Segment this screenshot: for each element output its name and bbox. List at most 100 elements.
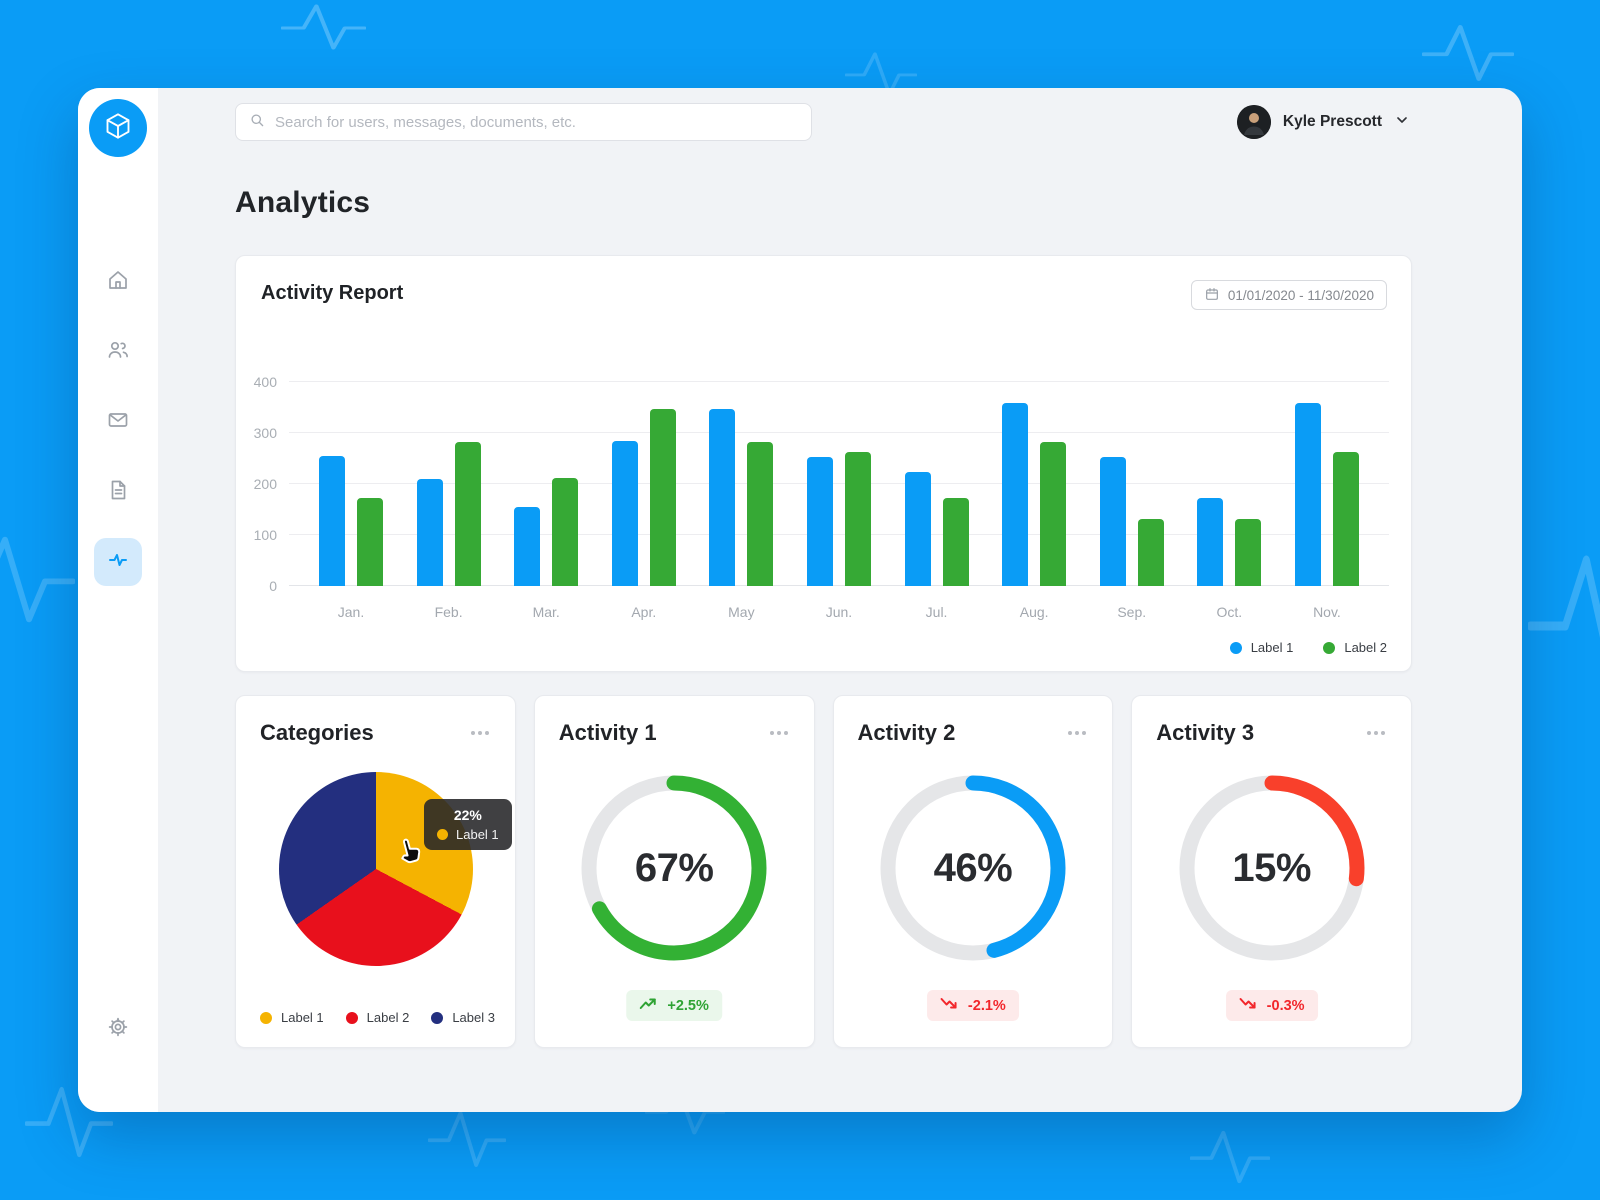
x-axis-label: Jul.	[925, 604, 948, 620]
sidebar-item-documents[interactable]	[83, 457, 153, 527]
app-window: Kyle Prescott Analytics Activity Report …	[78, 88, 1522, 1112]
legend-item: Label 1	[260, 1010, 324, 1025]
bar-group: Jul.	[904, 382, 969, 620]
user-menu[interactable]: Kyle Prescott	[1236, 101, 1410, 143]
bar-label-1	[514, 506, 541, 586]
gridline	[289, 585, 1389, 586]
date-range-value: 01/01/2020 - 11/30/2020	[1227, 287, 1374, 303]
categories-card: Categories 22% Label 1	[235, 695, 516, 1048]
bar-label-1	[904, 471, 931, 586]
bar-label-1	[611, 440, 638, 586]
activity-3-title: Activity 3	[1156, 720, 1255, 745]
x-axis-label: Oct.	[1216, 604, 1243, 620]
bar-label-1	[416, 478, 443, 586]
ellipsis-menu-icon[interactable]	[1367, 727, 1387, 739]
x-axis-label: Aug.	[1019, 604, 1049, 620]
bar-label-2	[1332, 451, 1359, 586]
activity-1-card: Activity 1 67% +2.5%	[533, 695, 815, 1048]
ellipsis-menu-icon[interactable]	[769, 727, 790, 739]
gridline	[289, 381, 1389, 382]
trend-down-icon	[1239, 995, 1258, 1016]
y-axis-tick: 100	[253, 527, 277, 543]
x-axis-label: May	[728, 604, 755, 620]
bar-label-2	[1137, 518, 1164, 586]
pie-legend: Label 1 Label 2 Label 3	[260, 1010, 499, 1025]
bar-label-2	[844, 452, 871, 586]
trend-down-icon	[940, 995, 959, 1016]
sidebar-item-users[interactable]	[83, 317, 153, 387]
bar-label-2	[942, 498, 969, 586]
x-axis-label: Jun.	[825, 604, 853, 620]
activity-2-card: Activity 2 46% -2.1%	[832, 695, 1114, 1048]
main-content: Kyle Prescott Analytics Activity Report …	[158, 88, 1522, 1112]
avatar	[1236, 105, 1271, 139]
bar-groups: Jan. Feb. Mar. Apr. May Jun. Jul. Aug. Sep. Oct. N…	[289, 382, 1389, 620]
ellipsis-menu-icon[interactable]	[1068, 727, 1088, 739]
hand-cursor-icon	[396, 836, 426, 873]
sidebar-item-analytics[interactable]	[83, 527, 153, 597]
x-axis-label: Nov.	[1313, 604, 1341, 620]
activity-report-title: Activity Report	[261, 282, 404, 304]
bar-label-1	[1197, 498, 1224, 586]
pulse-pattern-icon	[0, 536, 75, 623]
y-axis-tick: 300	[253, 425, 277, 441]
bar-group: Oct.	[1197, 382, 1262, 620]
sidebar-item-home[interactable]	[83, 247, 153, 317]
bar-label-1	[1294, 403, 1321, 586]
bar-group: Jun.	[806, 382, 871, 620]
bar-label-1	[1099, 456, 1126, 586]
x-axis-label: Jan.	[337, 604, 365, 620]
bar-label-1	[1002, 403, 1029, 586]
donut-percent: 67%	[634, 845, 714, 890]
bar-label-2	[649, 408, 676, 586]
date-range-picker[interactable]: 01/01/2020 - 11/30/2020	[1190, 280, 1387, 310]
bar-chart-legend: Label 1 Label 2	[1229, 640, 1387, 655]
activity-3-card: Activity 3 15% -0.3%	[1131, 695, 1412, 1048]
y-axis-tick: 400	[253, 374, 277, 390]
pie-tooltip: 22% Label 1	[424, 799, 512, 850]
activity-2-title: Activity 2	[857, 720, 956, 745]
x-axis-label: Sep.	[1117, 604, 1147, 620]
pie-tooltip-value: 22%	[453, 807, 482, 823]
sidebar-item-settings[interactable]	[83, 994, 153, 1064]
bar-label-2	[454, 441, 481, 586]
search-input[interactable]	[275, 113, 799, 131]
donut-gauge: 46%	[873, 768, 1073, 968]
bar-label-2	[1040, 441, 1067, 586]
trend-badge: +2.5%	[626, 990, 722, 1021]
trend-badge: -2.1%	[926, 990, 1019, 1021]
pulse-pattern-icon	[1422, 25, 1514, 81]
mail-icon	[106, 408, 130, 437]
bar-group: Mar.	[514, 382, 579, 620]
gridline	[289, 534, 1389, 535]
document-icon	[106, 478, 130, 507]
bar-label-1	[806, 456, 833, 586]
pulse-pattern-icon	[1190, 1130, 1270, 1184]
legend-item: Label 1	[1229, 640, 1293, 655]
bar-group: Feb.	[416, 382, 481, 620]
trend-badge: -0.3%	[1225, 990, 1318, 1021]
x-axis-label: Mar.	[532, 604, 560, 620]
ellipsis-menu-icon[interactable]	[470, 727, 491, 739]
bar-group: May	[709, 382, 774, 620]
search-icon	[248, 111, 266, 134]
sidebar-nav	[83, 247, 153, 597]
bottom-cards-row: Categories 22% Label 1	[235, 695, 1412, 1048]
search-bar	[235, 103, 812, 141]
categories-title: Categories	[260, 720, 374, 745]
pulse-pattern-icon	[1528, 555, 1600, 638]
bar-group: Nov.	[1294, 382, 1359, 620]
donut-gauge: 67%	[574, 768, 774, 968]
bar-group: Jan.	[319, 382, 383, 620]
pie-tooltip-label: Label 1	[456, 827, 499, 842]
activity-1-title: Activity 1	[558, 720, 657, 745]
sidebar	[78, 88, 158, 1112]
pulse-icon	[106, 548, 130, 577]
bar-group: Aug.	[1002, 382, 1067, 620]
sidebar-item-messages[interactable]	[83, 387, 153, 457]
gridline	[289, 432, 1389, 433]
bar-chart-plot: 0 100 200 300 400 Jan. Feb. Mar. Apr. May Jun. Jul.…	[254, 374, 1389, 620]
trend-value: +2.5%	[667, 997, 709, 1014]
donut-percent: 15%	[1232, 845, 1311, 890]
app-logo[interactable]	[89, 99, 147, 157]
